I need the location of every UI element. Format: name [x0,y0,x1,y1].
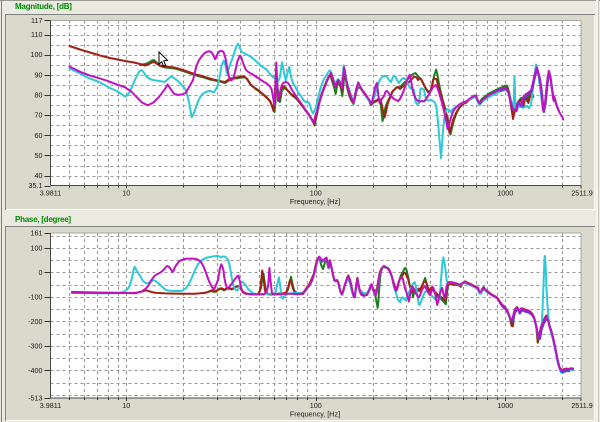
svg-text:1000: 1000 [497,401,513,410]
svg-text:50: 50 [35,151,43,160]
svg-text:-200: -200 [28,317,42,326]
svg-text:70: 70 [35,111,43,120]
svg-text:40: 40 [35,171,43,180]
svg-text:3.9811: 3.9811 [40,401,61,410]
svg-text:-400: -400 [28,366,42,375]
svg-text:-300: -300 [28,341,42,350]
svg-text:2511.9: 2511.9 [571,401,592,410]
svg-text:117: 117 [31,16,42,25]
svg-text:Frequency, [Hz]: Frequency, [Hz] [290,410,340,419]
svg-text:100: 100 [31,243,43,252]
svg-text:80: 80 [35,91,43,100]
svg-text:110: 110 [31,30,42,39]
svg-text:2511.9: 2511.9 [571,189,592,198]
svg-text:1000: 1000 [497,189,513,198]
svg-text:Frequency, [Hz]: Frequency, [Hz] [290,197,340,206]
svg-text:0: 0 [39,268,43,277]
svg-text:35.1: 35.1 [29,181,43,190]
svg-text:10: 10 [122,189,130,198]
svg-text:60: 60 [35,131,43,140]
svg-text:Phase, [degree]: Phase, [degree] [15,215,71,224]
svg-text:90: 90 [35,70,43,79]
svg-text:-100: -100 [28,292,42,301]
svg-text:3.9811: 3.9811 [40,189,61,198]
svg-text:100: 100 [310,189,322,198]
svg-text:100: 100 [310,401,322,410]
svg-text:Magnitude, [dB]: Magnitude, [dB] [15,2,72,11]
svg-text:-513: -513 [28,394,42,403]
svg-text:161: 161 [31,229,43,238]
svg-text:100: 100 [31,50,43,59]
svg-text:10: 10 [122,401,130,410]
